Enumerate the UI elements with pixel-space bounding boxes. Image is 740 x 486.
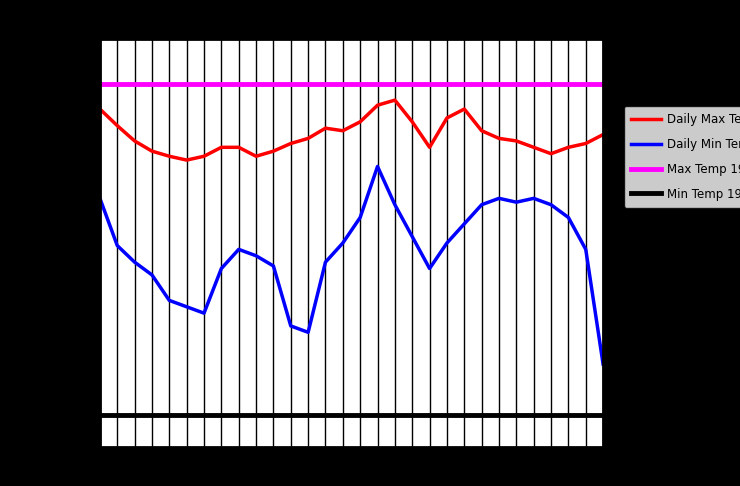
Daily Max Temp (494, 136, 503, 141)
Daily Min Temp (269, 263, 278, 269)
Daily Max Temp (130, 138, 139, 144)
Daily Min Temp (582, 246, 591, 252)
Daily Max Temp (564, 144, 573, 150)
Daily Min Temp (165, 297, 174, 303)
Daily Min Temp (460, 221, 468, 227)
Daily Min Temp (599, 361, 608, 367)
Daily Max Temp (443, 115, 451, 121)
Daily Max Temp (321, 125, 330, 131)
Daily Max Temp (391, 97, 400, 103)
Daily Min Temp (321, 259, 330, 265)
Daily Max Temp (408, 119, 417, 125)
Daily Max Temp (356, 119, 365, 125)
Daily Max Temp (217, 144, 226, 150)
Daily Min Temp (252, 253, 260, 259)
Daily Max Temp (460, 106, 468, 112)
Daily Max Temp (182, 157, 191, 163)
Daily Max Temp (269, 148, 278, 154)
Min Temp 1960-90 (95, 412, 104, 418)
Daily Min Temp (286, 323, 295, 329)
Daily Min Temp (130, 259, 139, 265)
Daily Min Temp (477, 202, 486, 208)
Daily Max Temp (582, 140, 591, 146)
Daily Min Temp (338, 240, 347, 246)
Daily Max Temp (200, 154, 209, 159)
Max Temp 1960-90 (95, 81, 104, 87)
Daily Max Temp (599, 132, 608, 138)
Daily Min Temp (112, 243, 121, 248)
Daily Min Temp (235, 246, 243, 252)
Legend: Daily Max Temp, Daily Min Temp, Max Temp 1960-90, Min Temp 1960-90: Daily Max Temp, Daily Min Temp, Max Temp… (624, 106, 740, 208)
Daily Min Temp (356, 215, 365, 221)
Daily Min Temp (217, 265, 226, 271)
Daily Max Temp (286, 140, 295, 146)
Daily Max Temp (373, 103, 382, 108)
Daily Max Temp (425, 144, 434, 150)
Max Temp 1960-90 (78, 81, 87, 87)
Daily Min Temp (182, 304, 191, 310)
Daily Max Temp (147, 148, 156, 154)
Daily Min Temp (494, 195, 503, 201)
Daily Min Temp (425, 265, 434, 271)
Daily Min Temp (443, 240, 451, 246)
Daily Max Temp (512, 138, 521, 144)
Daily Max Temp (95, 106, 104, 112)
Daily Min Temp (408, 234, 417, 240)
Daily Min Temp (200, 310, 209, 316)
Daily Min Temp (529, 195, 538, 201)
Daily Max Temp (235, 144, 243, 150)
Daily Min Temp (564, 215, 573, 221)
Daily Max Temp (338, 128, 347, 134)
Daily Min Temp (547, 202, 556, 208)
Daily Min Temp (373, 163, 382, 170)
Daily Min Temp (95, 195, 104, 201)
Line: Daily Min Temp: Daily Min Temp (100, 166, 603, 364)
Daily Min Temp (512, 199, 521, 205)
Min Temp 1960-90 (78, 412, 87, 418)
Daily Max Temp (529, 144, 538, 150)
Daily Max Temp (252, 154, 260, 159)
Daily Min Temp (391, 202, 400, 208)
Daily Max Temp (165, 154, 174, 159)
Daily Min Temp (147, 272, 156, 278)
Daily Max Temp (477, 128, 486, 134)
Daily Max Temp (112, 123, 121, 129)
Daily Max Temp (303, 136, 312, 141)
Line: Daily Max Temp: Daily Max Temp (100, 100, 603, 160)
Daily Min Temp (303, 330, 312, 335)
Daily Max Temp (547, 151, 556, 156)
